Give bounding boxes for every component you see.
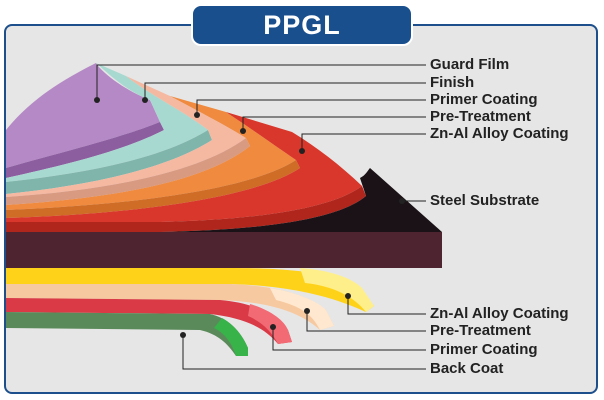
bottom-pre-treatment-fill bbox=[6, 284, 334, 330]
label-bottom-zn-al-alloy-coating: Zn-Al Alloy Coating bbox=[430, 305, 569, 322]
leader-back-coat bbox=[182, 335, 426, 370]
top-layer-finish bbox=[6, 63, 212, 194]
title-text: PPGL bbox=[263, 9, 341, 40]
primer-coating-fill bbox=[6, 76, 246, 197]
leader-bottom-pre-treatment bbox=[306, 311, 426, 332]
label-guard-film: Guard Film bbox=[430, 56, 510, 73]
label-bottom-primer-coating: Primer Coating bbox=[430, 341, 538, 358]
steel-substrate bbox=[6, 168, 442, 268]
leader-guard-film bbox=[96, 64, 426, 100]
steel-substrate-face bbox=[6, 232, 442, 268]
guard-film-fill bbox=[6, 63, 160, 168]
leader-finish bbox=[144, 82, 426, 100]
pre-treatment-edge bbox=[6, 160, 300, 218]
bottom-layer-zn-al-alloy bbox=[6, 268, 374, 312]
label-primer-coating: Primer Coating bbox=[430, 91, 538, 108]
label-finish: Finish bbox=[430, 74, 475, 91]
dot-zn-al-alloy bbox=[299, 148, 305, 154]
zn-al-alloy-edge bbox=[6, 186, 366, 232]
top-layer-primer-coating bbox=[6, 76, 250, 205]
top-layer-guard-film bbox=[6, 63, 164, 178]
top-layer-zn-al-alloy bbox=[6, 112, 366, 232]
bottom-pre-treatment-tip bbox=[270, 288, 334, 330]
leader-zn-al-alloy bbox=[301, 133, 426, 151]
bottom-zn-al-alloy-tip bbox=[300, 268, 374, 312]
bottom-layer-pre-treatment bbox=[6, 284, 334, 330]
primer-coating-edge bbox=[6, 138, 250, 205]
dot-primer-coating bbox=[194, 112, 200, 118]
steel-substrate-top bbox=[6, 168, 442, 232]
leader-dots bbox=[94, 97, 405, 338]
dot-back-coat bbox=[180, 332, 186, 338]
dot-bottom-pre-treatment bbox=[304, 308, 310, 314]
guard-film-edge bbox=[6, 122, 164, 178]
dot-bottom-zn-al-alloy bbox=[345, 293, 351, 299]
bottom-zn-al-alloy-fill bbox=[6, 268, 374, 312]
bottom-back-coat-tip bbox=[214, 318, 248, 356]
zn-al-alloy-fill bbox=[6, 112, 362, 222]
label-steel-substrate: Steel Substrate bbox=[430, 192, 540, 209]
bottom-primer-coating-fill bbox=[6, 298, 292, 344]
label-pre-treatment: Pre-Treatment bbox=[430, 108, 531, 125]
finish-fill bbox=[6, 63, 208, 182]
dot-guard-film bbox=[94, 97, 100, 103]
bottom-layer-back-coat bbox=[6, 312, 248, 356]
dot-pre-treatment bbox=[240, 128, 246, 134]
dot-finish bbox=[142, 97, 148, 103]
leader-bottom-zn-al-alloy bbox=[347, 296, 426, 315]
dot-bottom-primer-coating bbox=[270, 324, 276, 330]
top-layer-pre-treatment bbox=[6, 96, 300, 218]
label-zn-al-alloy-coating: Zn-Al Alloy Coating bbox=[430, 125, 569, 142]
label-back-coat: Back Coat bbox=[430, 360, 504, 377]
pre-treatment-fill bbox=[6, 96, 296, 210]
bottom-primer-coating-tip bbox=[248, 304, 292, 344]
leader-bottom-primer-coating bbox=[272, 327, 426, 351]
leader-pre-treatment bbox=[242, 116, 426, 131]
bottom-layer-primer-coating bbox=[6, 298, 292, 344]
bottom-back-coat-fill bbox=[6, 312, 248, 356]
leader-lines bbox=[96, 64, 426, 370]
finish-edge bbox=[6, 130, 212, 194]
title-badge: PPGL bbox=[191, 4, 413, 46]
label-bottom-pre-treatment: Pre-Treatment bbox=[430, 322, 531, 339]
dot-steel-substrate bbox=[399, 198, 405, 204]
leader-primer-coating bbox=[196, 99, 426, 115]
